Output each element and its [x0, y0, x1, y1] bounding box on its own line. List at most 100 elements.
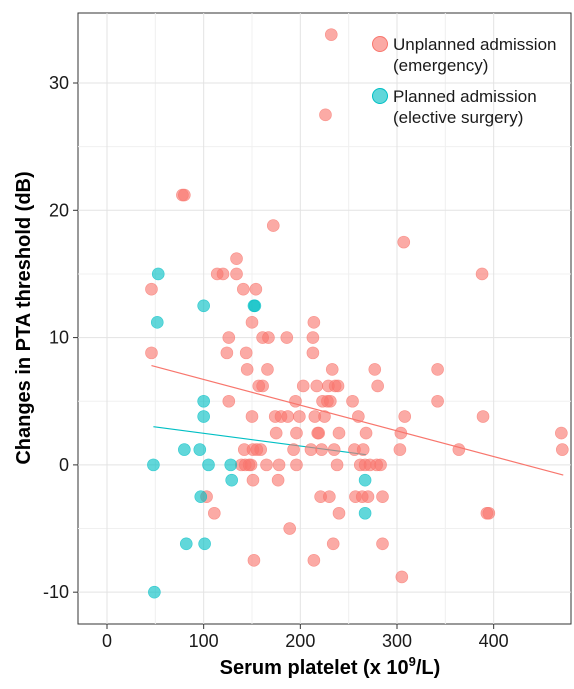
point-unplanned	[244, 458, 258, 472]
legend-key-planned	[372, 88, 388, 104]
point-unplanned	[271, 473, 285, 487]
point-planned	[198, 537, 211, 551]
point-planned	[197, 299, 210, 313]
point-planned	[224, 458, 238, 472]
point-planned	[194, 490, 208, 504]
point-unplanned	[368, 363, 382, 376]
point-unplanned	[260, 458, 273, 472]
point-unplanned	[307, 554, 321, 567]
point-unplanned	[323, 394, 337, 408]
point-unplanned	[346, 394, 359, 408]
point-unplanned	[361, 490, 375, 504]
point-unplanned	[306, 346, 320, 360]
point-unplanned	[230, 267, 243, 281]
point-unplanned	[374, 458, 387, 472]
point-planned	[248, 299, 262, 313]
point-unplanned	[332, 426, 346, 440]
point-unplanned	[452, 443, 466, 456]
point-unplanned	[326, 537, 340, 551]
point-unplanned	[356, 443, 370, 456]
x-tick-label: 300	[382, 631, 412, 651]
point-unplanned	[318, 410, 331, 423]
y-tick-label: 0	[59, 455, 69, 475]
point-unplanned	[222, 331, 236, 344]
point-unplanned	[431, 394, 444, 408]
point-planned	[148, 585, 161, 599]
legend-label-unplanned: Unplanned admission	[393, 35, 557, 54]
point-unplanned	[281, 410, 295, 423]
point-unplanned	[482, 506, 496, 520]
point-unplanned	[246, 473, 260, 487]
point-planned	[150, 316, 164, 329]
legend-label-planned: (elective surgery)	[393, 108, 523, 127]
legend: Unplanned admission (emergency) Planned ad…	[372, 35, 557, 127]
point-unplanned	[145, 282, 158, 296]
point-unplanned	[393, 443, 407, 456]
point-unplanned	[352, 410, 365, 423]
point-unplanned	[245, 316, 259, 329]
point-planned	[178, 443, 191, 456]
point-unplanned	[254, 443, 268, 456]
point-planned	[225, 473, 238, 487]
point-unplanned	[237, 282, 250, 296]
point-planned	[197, 410, 210, 423]
x-axis-ticks: 0 100 200 300 400	[102, 624, 509, 651]
point-unplanned	[310, 379, 324, 393]
point-unplanned	[230, 252, 243, 265]
point-planned	[358, 506, 372, 520]
point-unplanned	[555, 426, 568, 440]
point-unplanned	[145, 346, 158, 360]
point-unplanned	[304, 443, 318, 456]
point-unplanned	[306, 331, 320, 344]
x-tick-label: 200	[285, 631, 315, 651]
point-unplanned	[290, 426, 303, 440]
y-tick-label: 10	[49, 328, 69, 348]
point-unplanned	[262, 331, 275, 344]
point-unplanned	[222, 394, 236, 408]
x-axis-title: Serum platelet (x 109/L)	[220, 654, 441, 679]
point-unplanned	[376, 537, 389, 551]
point-unplanned	[371, 379, 384, 393]
point-unplanned	[323, 490, 336, 504]
point-unplanned	[475, 267, 489, 281]
point-unplanned	[178, 188, 191, 202]
point-unplanned	[315, 443, 328, 456]
point-unplanned	[272, 458, 286, 472]
point-unplanned	[296, 379, 310, 393]
data-points	[145, 28, 569, 599]
point-unplanned	[240, 363, 254, 376]
y-axis-ticks: -10 0 10 20 30	[43, 73, 78, 602]
legend-key-unplanned	[372, 36, 388, 52]
point-unplanned	[287, 443, 300, 456]
point-unplanned	[290, 458, 303, 472]
point-unplanned	[266, 219, 280, 232]
point-unplanned	[325, 363, 339, 376]
point-unplanned	[220, 346, 234, 360]
x-tick-label: 0	[102, 631, 112, 651]
point-unplanned	[256, 379, 269, 393]
point-planned	[202, 458, 215, 472]
point-unplanned	[283, 522, 297, 535]
point-unplanned	[269, 426, 283, 440]
point-unplanned	[280, 331, 294, 344]
x-axis-title-main: Serum platelet (x 10	[220, 657, 409, 679]
legend-label-unplanned: (emergency)	[393, 56, 488, 75]
point-unplanned	[319, 108, 332, 122]
point-unplanned	[261, 363, 274, 376]
point-unplanned	[249, 282, 263, 296]
y-tick-label: 30	[49, 73, 69, 93]
point-unplanned	[293, 410, 306, 423]
point-unplanned	[307, 316, 321, 329]
point-unplanned	[394, 426, 408, 440]
x-axis-title-tail: /L)	[416, 657, 440, 679]
y-tick-label: 20	[49, 200, 69, 220]
point-unplanned	[376, 490, 389, 504]
point-unplanned	[239, 346, 253, 360]
point-unplanned	[395, 570, 409, 584]
point-unplanned	[330, 458, 344, 472]
point-unplanned	[398, 410, 412, 423]
point-unplanned	[397, 235, 411, 249]
point-planned	[197, 394, 210, 408]
point-unplanned	[216, 267, 230, 281]
